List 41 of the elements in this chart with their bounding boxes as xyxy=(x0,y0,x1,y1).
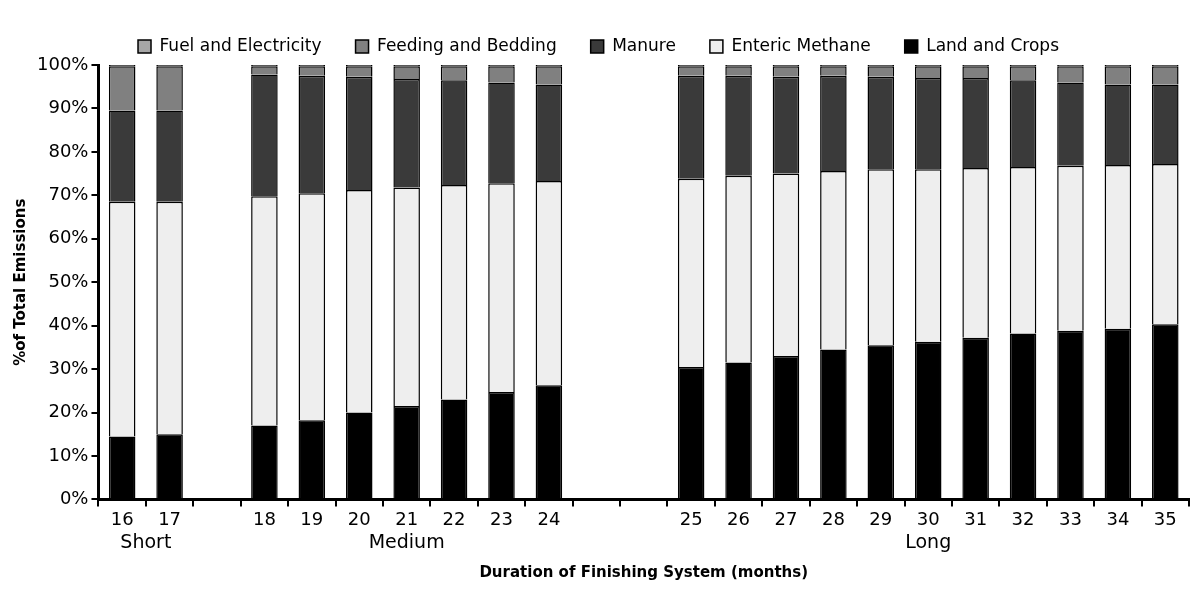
text: Long xyxy=(905,529,952,552)
x-tick-label: 29 xyxy=(869,507,893,529)
legend-label: Enteric Methane xyxy=(731,34,871,55)
x-tick-label: 16 xyxy=(110,507,134,529)
legend-label: Fuel and Electricity xyxy=(159,34,322,55)
x-tick-label: 21 xyxy=(395,507,419,529)
x-tick-label: 19 xyxy=(300,507,324,529)
y-tick-label: 20% xyxy=(48,400,89,422)
y-tick-label: 90% xyxy=(48,96,89,118)
x-tick-label: 28 xyxy=(821,507,845,529)
x-tick-label: 18 xyxy=(252,507,276,529)
x-tick-label: 33 xyxy=(1059,507,1082,529)
y-tick-label: 70% xyxy=(48,182,89,204)
x-tick-label: 20 xyxy=(347,507,371,529)
x-tick-label: 30 xyxy=(916,507,940,529)
x-tick-label: 23 xyxy=(490,507,513,529)
y-tick-label: 80% xyxy=(48,139,89,161)
y-tick-label: 30% xyxy=(48,356,89,378)
x-tick-label: 31 xyxy=(964,507,988,529)
x-tick-label: 24 xyxy=(537,507,561,529)
x-tick-label: 25 xyxy=(679,507,703,529)
x-tick-label: 34 xyxy=(1106,507,1130,529)
legend-label: Manure xyxy=(612,34,676,55)
text: Short xyxy=(120,529,172,552)
x-tick-label: 27 xyxy=(774,507,798,529)
y-tick-label: 0% xyxy=(59,487,89,509)
x-tick-label: 22 xyxy=(442,507,466,529)
x-tick-label: 26 xyxy=(727,507,751,529)
text: Medium xyxy=(368,529,445,552)
y-tick-label: 40% xyxy=(48,313,89,335)
x-tick-label: 35 xyxy=(1153,507,1177,529)
legend-label: Land and Crops xyxy=(926,34,1060,55)
y-tick-label: 60% xyxy=(48,226,89,248)
x-tick-label: 17 xyxy=(158,507,182,529)
legend-label: Feeding and Bedding xyxy=(377,34,557,55)
y-tick-label: 50% xyxy=(48,269,89,291)
x-axis-title: Duration of Finishing System (months) xyxy=(479,562,809,581)
y-tick-label: 10% xyxy=(48,443,89,465)
y-tick-label: 100% xyxy=(36,52,89,74)
y-axis-title: %of Total Emissions xyxy=(10,198,29,366)
x-tick-label: 32 xyxy=(1011,507,1035,529)
